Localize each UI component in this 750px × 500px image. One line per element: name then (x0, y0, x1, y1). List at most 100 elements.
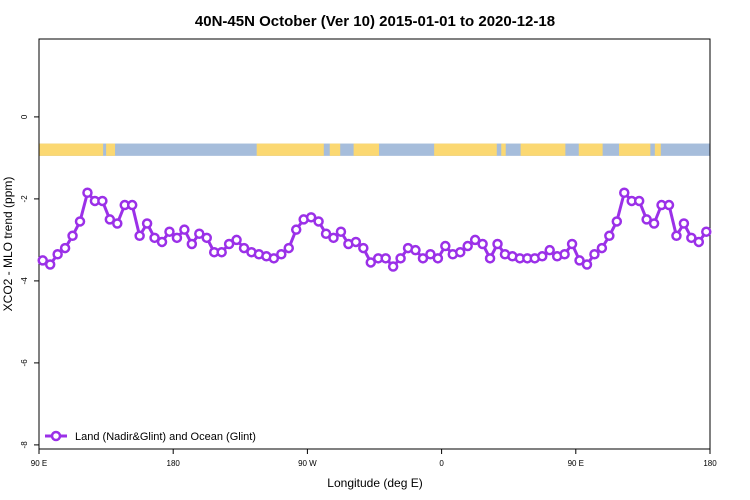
data-point (320, 228, 332, 239)
land-segment (520, 143, 566, 156)
land-segment (106, 143, 116, 156)
data-point (701, 226, 712, 237)
data-point (82, 187, 93, 198)
data-point (544, 244, 555, 256)
legend-point-marker (50, 430, 62, 442)
data-point (380, 253, 391, 264)
data-point (156, 236, 168, 248)
plot-frame (38, 38, 711, 450)
land-segment (329, 143, 341, 156)
data-point (164, 226, 175, 237)
data-point (112, 218, 123, 229)
data-point (663, 199, 675, 211)
data-point (410, 244, 421, 256)
data-point (276, 249, 287, 260)
data-point (395, 253, 406, 264)
data-point (104, 214, 116, 225)
x-tick-label: 180 (167, 459, 181, 468)
axis-ticks: 90 E 180 90 W 0 90 E 180 0 -2 -4 -6 -8 (20, 114, 717, 468)
y-tick-label: -2 (20, 195, 29, 203)
data-point (171, 232, 183, 244)
data-point (179, 224, 190, 235)
data-point (149, 232, 160, 244)
land-segment (256, 143, 324, 156)
data-point (559, 249, 570, 260)
data-point (290, 224, 302, 235)
land-segment (578, 143, 603, 156)
land-segment (353, 143, 379, 156)
data-point (537, 251, 548, 262)
data-point (484, 253, 496, 264)
y-axis-label: XCO2 - MLO trend (ppm) (1, 177, 15, 312)
data-point (574, 255, 585, 266)
data-point (37, 255, 48, 266)
data-point (417, 253, 429, 264)
data-point (671, 230, 682, 242)
x-tick-label: 0 (439, 459, 444, 468)
data-point (201, 232, 212, 244)
data-point (469, 234, 481, 246)
data-point (97, 195, 108, 207)
land-segment (654, 143, 661, 156)
land-segment (434, 143, 497, 156)
data-point (186, 238, 198, 250)
x-tick-label: 90 E (31, 459, 47, 468)
data-point (693, 236, 705, 248)
data-point (74, 216, 86, 227)
data-point (686, 232, 697, 244)
data-point (268, 253, 280, 264)
data-point (454, 246, 466, 258)
data-point (492, 238, 503, 250)
data-point (477, 238, 488, 250)
land-ocean-band (39, 143, 710, 156)
series-layer (37, 187, 712, 272)
data-point (440, 240, 451, 252)
data-point (633, 195, 645, 207)
legend-label: Land (Nadir&Glint) and Ocean (Glint) (75, 431, 256, 443)
data-point (581, 259, 593, 270)
data-point (328, 232, 339, 244)
y-tick-label: -4 (20, 277, 29, 285)
data-point (604, 230, 615, 242)
data-point (141, 218, 153, 229)
data-point (641, 214, 652, 225)
data-point (611, 216, 623, 227)
data-point (387, 261, 399, 272)
data-point (365, 257, 377, 268)
y-tick-label: 0 (20, 114, 29, 119)
x-axis-label: Longitude (deg E) (327, 476, 422, 490)
data-point (432, 253, 444, 264)
chart-title: 40N-45N October (Ver 10) 2015-01-01 to 2… (195, 13, 555, 30)
data-point (194, 228, 205, 239)
data-point (589, 249, 600, 260)
data-point (126, 199, 138, 211)
data-point (358, 242, 369, 254)
y-tick-label: -8 (20, 441, 29, 449)
data-point (619, 187, 630, 198)
data-point (52, 249, 63, 260)
land-segment (619, 143, 651, 156)
data-point (305, 212, 317, 223)
data-point (283, 242, 295, 254)
data-point (223, 238, 235, 250)
data-point (462, 240, 473, 252)
data-point (134, 230, 145, 242)
data-point (67, 230, 78, 242)
data-point (335, 226, 347, 237)
data-point (231, 234, 242, 246)
x-tick-label: 90 W (298, 459, 317, 468)
data-point (238, 242, 250, 254)
data-point (648, 218, 660, 229)
data-point (44, 259, 56, 270)
data-point (59, 242, 71, 254)
data-point (678, 218, 690, 229)
x-tick-label: 90 E (568, 459, 584, 468)
legend: Land (Nadir&Glint) and Ocean (Glint) (45, 430, 256, 443)
land-segment (501, 143, 506, 156)
data-point (425, 249, 436, 260)
x-tick-label: 180 (703, 459, 717, 468)
data-point (313, 216, 324, 227)
data-point (566, 238, 578, 250)
data-point (216, 246, 227, 258)
